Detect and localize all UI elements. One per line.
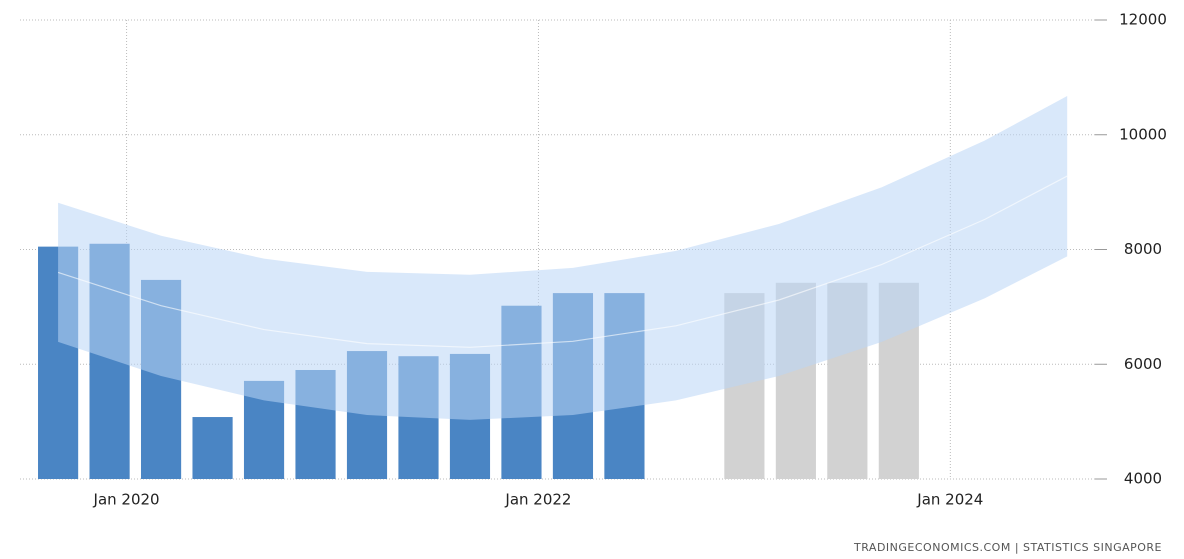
bar [192,417,233,479]
y-tick-label: 10000 [1119,125,1167,143]
forecast-line [57,175,1068,348]
x-tick-label: Jan 2022 [504,491,571,509]
x-tick-label: Jan 2020 [93,491,160,509]
x-tick-label: Jan 2024 [916,491,983,509]
y-tick-label: 12000 [1119,11,1167,29]
y-tick-label: 6000 [1124,355,1162,373]
y-tick-label: 8000 [1124,240,1162,258]
y-tick-label: 4000 [1124,470,1162,488]
forecast-band [58,96,1068,420]
source: TRADINGECONOMICS.COM | STATISTICS SINGAP… [853,541,1162,554]
